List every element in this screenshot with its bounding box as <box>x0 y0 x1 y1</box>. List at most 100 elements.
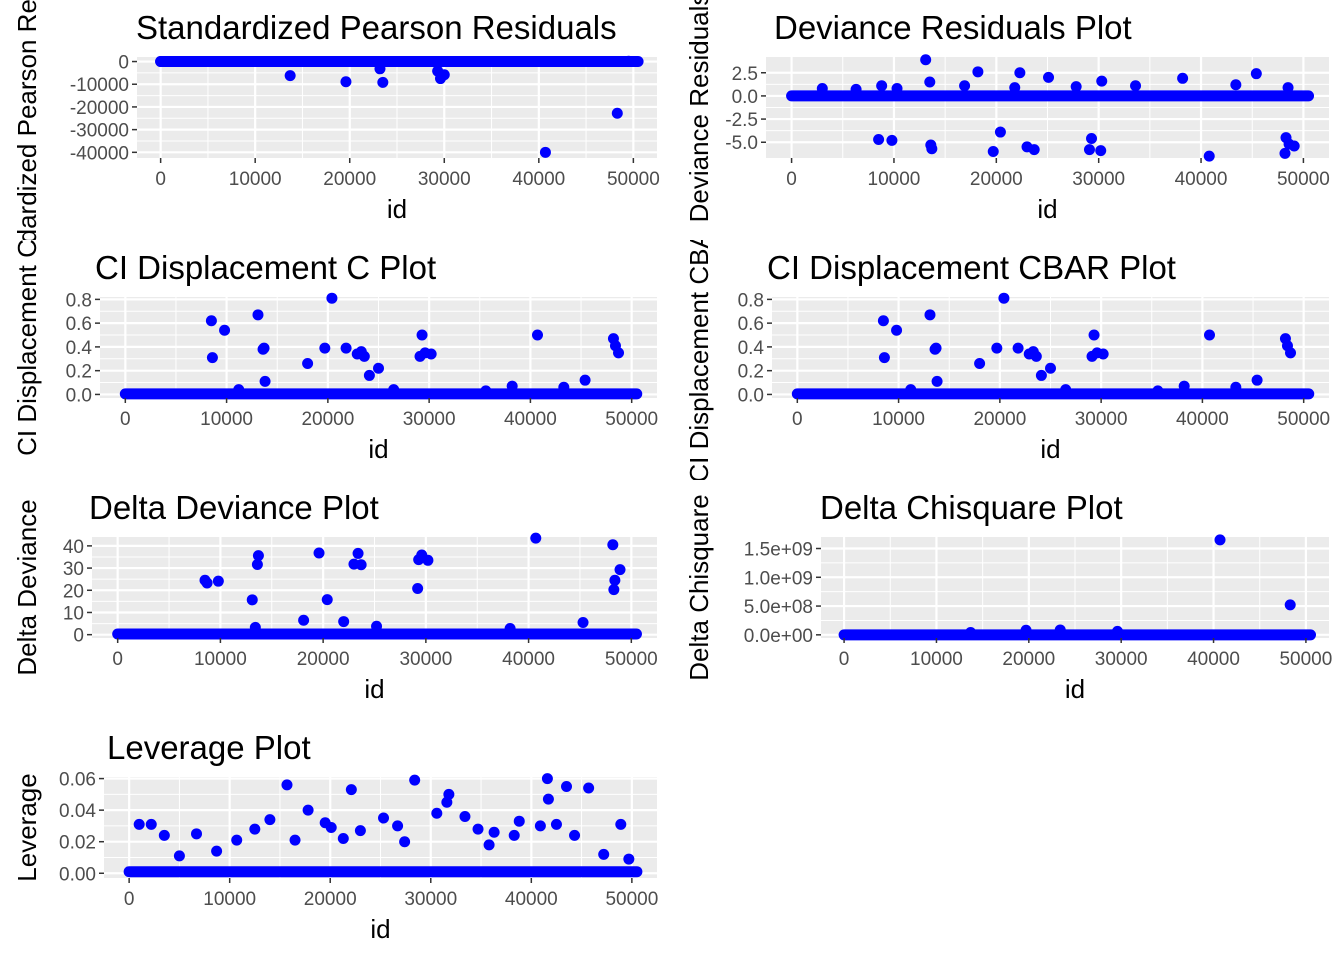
data-point <box>358 350 370 362</box>
data-point <box>373 362 384 374</box>
data-point <box>416 329 428 341</box>
data-point <box>998 292 1010 304</box>
delta-chisquare-plot-svg: 0 10000 20000 30000 40000 50000 0.0e+00 5.0e+08… <box>684 489 1332 704</box>
data-point <box>959 80 971 92</box>
ci-displacement-c-plot-svg: 0 10000 20000 30000 40000 50000 0.00.2 0.4 0.6 0.… <box>12 240 658 464</box>
data-point <box>891 83 903 95</box>
data-point <box>431 807 443 819</box>
data-point <box>1251 374 1263 386</box>
minor-gridlines <box>821 537 1329 638</box>
data-point <box>1279 147 1291 159</box>
y-tick-label: -40000 <box>70 143 129 164</box>
leverage-panel: 0 10000 20000 30000 40000 50000 0.00 0.02 0.04 0.… <box>0 720 672 960</box>
data-point <box>1284 599 1296 611</box>
chart-title: Deviance Residuals Plot <box>774 9 1132 46</box>
data-point <box>191 828 203 840</box>
data-point <box>613 347 625 359</box>
y-tick-label: 30 <box>63 559 84 580</box>
y-tick-label: -5.0 <box>725 133 758 154</box>
data-point <box>1288 140 1300 152</box>
data-point <box>352 547 364 559</box>
x-tick-label: 40000 <box>1187 649 1240 670</box>
data-point <box>281 779 293 791</box>
ci-displacement-c-panel: 0 10000 20000 30000 40000 50000 0.0 0.2 0.4 0.6 0.… <box>0 240 672 480</box>
data-point <box>201 577 213 589</box>
y-tick-label: 0.00 <box>59 864 96 885</box>
y-tick-label: 0.02 <box>59 833 96 854</box>
data-point <box>539 146 551 158</box>
deviance-residuals-plot-svg: 0 10000 20000 30000 40000 50000 2.50.0-2.5-5.0… <box>684 0 1330 224</box>
data-point <box>264 814 276 826</box>
data-point <box>1152 385 1164 397</box>
y-axis-label: Deviance Residuals <box>684 0 714 222</box>
x-tick-label: 40000 <box>1175 169 1228 190</box>
data-point <box>925 139 937 151</box>
data-point <box>313 547 325 559</box>
x-tick-label: 50000 <box>605 649 658 670</box>
chart-title: CI Displacement CBAR Plot <box>767 249 1176 286</box>
data-point <box>577 616 589 628</box>
data-point <box>219 324 231 336</box>
x-tick-label: 30000 <box>403 409 456 430</box>
data-point <box>930 342 942 354</box>
y-tick-label: 0.6 <box>738 314 764 335</box>
data-point <box>133 818 145 830</box>
x-tick-label: 0 <box>786 169 797 190</box>
data-point <box>388 384 400 396</box>
x-tick-label: 30000 <box>1095 649 1148 670</box>
x-tick-label: 40000 <box>1176 409 1229 430</box>
y-axis-label: Delta Chisquare <box>684 494 714 680</box>
data-point <box>816 83 828 95</box>
data-point <box>412 582 424 594</box>
y-tick-label: 0.04 <box>59 801 96 822</box>
data-point <box>145 818 157 830</box>
x-tick-label: 40000 <box>505 889 558 910</box>
data-point <box>233 384 245 396</box>
data-point <box>561 780 573 792</box>
x-tick-label: 0 <box>155 169 166 190</box>
data-point <box>409 774 421 786</box>
data-point <box>155 56 167 68</box>
data-point <box>325 822 337 833</box>
data-point <box>371 620 383 632</box>
y-tick-label: -2.5 <box>725 110 758 131</box>
chart-title: Leverage Plot <box>107 729 311 766</box>
x-axis-label: id <box>1065 674 1085 704</box>
data-point <box>558 381 570 393</box>
x-tick-label: 10000 <box>194 649 247 670</box>
chart-title: Delta Deviance Plot <box>89 489 379 526</box>
y-tick-label: 0.6 <box>66 314 92 335</box>
data-point <box>459 810 471 822</box>
y-axis-label: CI Displacement CBAR <box>684 240 714 480</box>
data-point <box>319 342 331 354</box>
data-point <box>302 358 314 370</box>
chart-title: Standardized Pearson Residuals <box>136 9 617 46</box>
data-point <box>920 54 932 66</box>
x-tick-label: 0 <box>839 649 850 670</box>
data-point <box>302 804 314 816</box>
chart-title: CI Displacement C Plot <box>95 249 436 286</box>
x-tick-label: 40000 <box>512 169 565 190</box>
x-tick-label: 20000 <box>1002 649 1055 670</box>
y-tick-label: 0.0 <box>732 87 758 108</box>
data-point <box>205 315 217 327</box>
data-point <box>231 834 243 846</box>
x-axis-label: id <box>387 194 407 224</box>
y-tick-label: 5.0e+08 <box>744 597 813 618</box>
data-point <box>541 773 553 785</box>
data-point <box>1043 71 1055 83</box>
data-point <box>1285 347 1297 359</box>
data-point <box>289 834 301 846</box>
data-point <box>598 848 610 860</box>
x-tick-label: 20000 <box>304 889 357 910</box>
y-axis-label: Standardized Pearson Residuals <box>12 0 42 240</box>
data-point <box>534 820 546 832</box>
chart-title: Delta Chisquare Plot <box>820 489 1123 526</box>
data-point <box>1203 329 1215 341</box>
ci-displacement-cbar-panel: 0 10000 20000 30000 40000 50000 0.0 0.2 0.4 0.6 0.… <box>672 240 1344 480</box>
x-axis-label: id <box>1040 434 1060 464</box>
data-point <box>1178 380 1190 392</box>
y-tick-label: 0 <box>118 53 129 74</box>
data-point <box>1282 82 1294 94</box>
data-point <box>873 133 885 145</box>
